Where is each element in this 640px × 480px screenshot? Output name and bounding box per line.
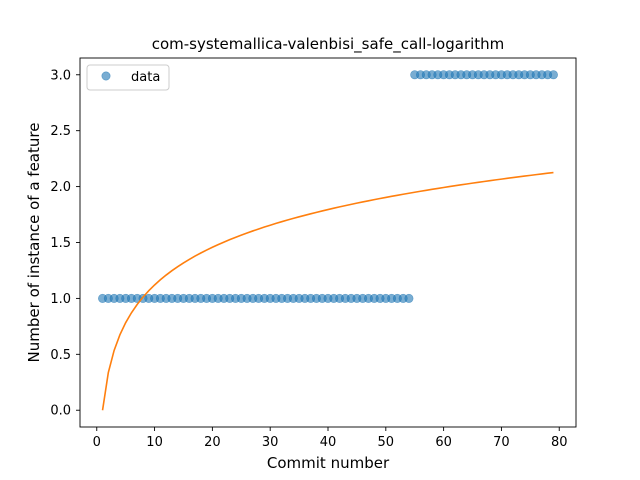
legend: data [86,64,170,91]
x-axis-label: Commit number [267,454,390,472]
y-tick-label: 2.5 [50,124,71,139]
y-tick-label: 3.0 [50,68,71,83]
x-tick-label: 20 [204,435,221,450]
x-tick-label: 0 [93,435,101,450]
y-tick-label: 2.0 [50,180,71,195]
legend-marker [101,71,111,81]
x-tick-label: 50 [378,435,395,450]
x-tick-label: 30 [262,435,279,450]
x-axis-ticks: 0 10 20 30 40 50 60 70 80 [93,427,568,450]
chart-title: com-systemallica-valenbisi_safe_call-log… [152,35,505,54]
x-tick-label: 80 [551,435,568,450]
y-tick-label: 1.5 [50,236,71,251]
y-axis-ticks: 0.0 0.5 1.0 1.5 2.0 2.5 3.0 [50,68,80,419]
legend-box [86,64,170,91]
x-tick-label: 10 [146,435,163,450]
data-point [404,293,414,303]
fit-line [101,171,554,411]
y-axis-label: Number of instance of a feature [25,123,43,363]
y-tick-label: 0.0 [50,404,71,419]
x-tick-label: 70 [493,435,510,450]
data-point [548,70,558,80]
legend-label: data [131,70,160,85]
x-tick-label: 40 [320,435,337,450]
y-tick-label: 0.5 [50,348,71,363]
y-tick-label: 1.0 [50,292,71,307]
x-tick-label: 60 [435,435,452,450]
